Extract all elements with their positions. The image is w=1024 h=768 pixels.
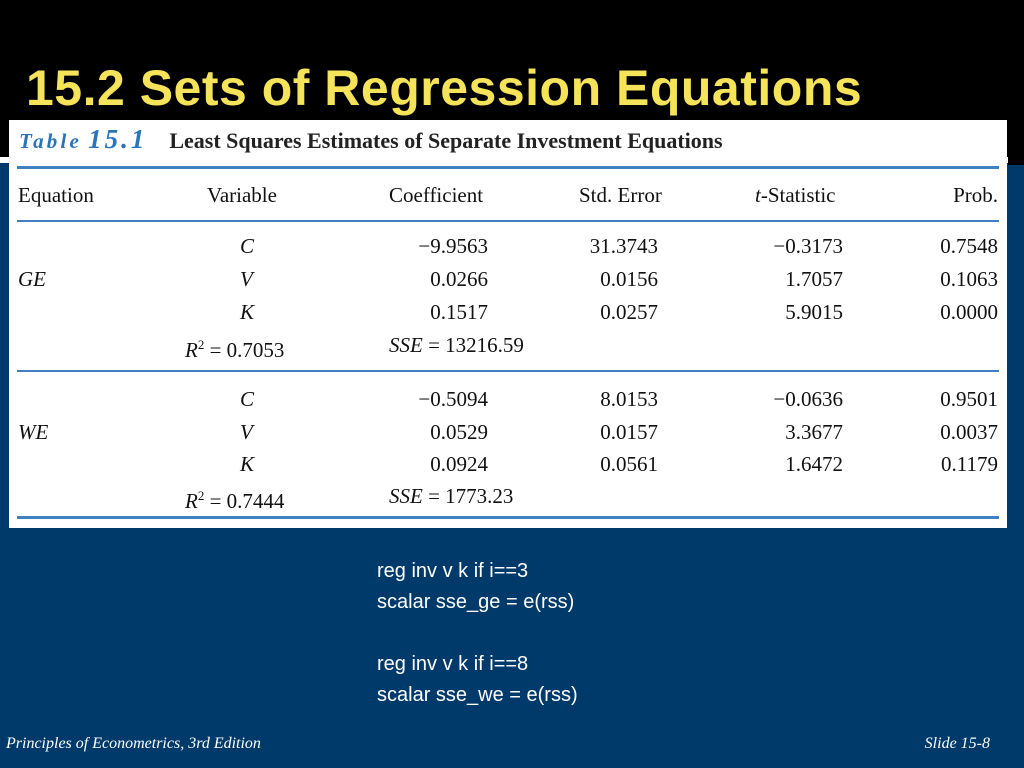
std-error-cell: 0.0257: [600, 300, 658, 324]
std-error-cell: 0.0157: [600, 420, 658, 444]
code-line: reg inv v k if i==3: [377, 560, 529, 582]
sse-value: = 1773.23: [422, 484, 514, 508]
coefficient-cell: −0.5094: [418, 387, 488, 411]
table-caption-label: Table: [19, 129, 83, 153]
prob-cell: 0.1063: [940, 267, 998, 291]
r-symbol: R: [185, 338, 198, 362]
r-symbol: R: [185, 489, 198, 513]
footer-book-title: Principles of Econometrics, 3rd Edition: [6, 735, 261, 752]
prob-cell: 0.9501: [940, 387, 998, 411]
prob-cell: 0.0000: [940, 300, 998, 324]
equation-label-ge: GE: [18, 267, 46, 291]
table-rule-header: [17, 220, 999, 222]
coefficient-cell: −9.9563: [418, 234, 488, 258]
table-caption-number: 15.1: [88, 124, 148, 154]
coefficient-cell: 0.0924: [430, 452, 488, 476]
equation-label-we: WE: [18, 420, 49, 444]
sse-value: = 13216.59: [422, 333, 524, 357]
stata-code-block: reg inv v k if i==3 scalar sse_ge = e(rs…: [377, 556, 578, 711]
sse-symbol: SSE: [389, 484, 423, 508]
t-statistic-cell: 1.6472: [785, 452, 843, 476]
variable-cell: C: [240, 387, 255, 411]
t-statistic-cell: −0.3173: [773, 234, 843, 258]
code-line-blank: [377, 618, 578, 649]
r-squared-value: = 0.7444: [204, 489, 285, 513]
prob-cell: 0.0037: [940, 420, 998, 444]
r-squared-we: R2 = 0.7444: [185, 483, 284, 514]
t-statistic-cell: 5.9015: [785, 300, 843, 324]
header-coefficient: Coefficient: [389, 183, 484, 207]
header-equation: Equation: [18, 183, 94, 207]
coefficient-cell: 0.1517: [430, 300, 488, 324]
variable-cell: K: [240, 300, 255, 324]
header-prob: Prob.: [953, 183, 998, 207]
coefficient-cell: 0.0529: [430, 420, 488, 444]
variable-cell: V: [240, 420, 253, 444]
header-variable: Variable: [207, 183, 277, 207]
table-caption-title: Least Squares Estimates of Separate Inve…: [169, 128, 723, 153]
t-statistic-cell: −0.0636: [773, 387, 843, 411]
sse-ge: SSE = 13216.59: [389, 332, 524, 358]
header-std-error: Std. Error: [579, 183, 662, 207]
prob-cell: 0.1179: [941, 452, 998, 476]
r-squared-value: = 0.7053: [204, 338, 285, 362]
header-t-statistic: t-Statistic: [755, 182, 836, 208]
code-line: scalar sse_we = e(rss): [377, 684, 578, 706]
r-squared-ge: R2 = 0.7053: [185, 332, 284, 363]
title-rule-break: [1008, 155, 1024, 165]
variable-cell: K: [240, 452, 255, 476]
r-squared-exponent: 2: [197, 337, 205, 352]
sse-we: SSE = 1773.23: [389, 483, 513, 509]
code-line: scalar sse_ge = e(rss): [377, 591, 575, 613]
std-error-cell: 0.0156: [600, 267, 658, 291]
variable-cell: V: [240, 267, 253, 291]
table-rule-bottom: [17, 516, 999, 519]
variable-cell: C: [240, 234, 255, 258]
std-error-cell: 31.3743: [589, 234, 658, 258]
prob-cell: 0.7548: [940, 234, 998, 258]
std-error-cell: 0.0561: [600, 452, 658, 476]
slide-title: 15.2 Sets of Regression Equations: [26, 60, 863, 116]
code-line: reg inv v k if i==8: [377, 653, 529, 675]
regression-table: Table 15.1 Least Squares Estimates of Sepa…: [9, 120, 1007, 528]
sse-symbol: SSE: [389, 333, 423, 357]
std-error-cell: 8.0153: [600, 387, 658, 411]
coefficient-cell: 0.0266: [430, 267, 488, 291]
footer-slide-number: Slide 15-8: [924, 735, 990, 752]
t-statistic-cell: 3.3677: [785, 420, 843, 444]
table-caption: Table 15.1 Least Squares Estimates of Sepa…: [19, 124, 723, 155]
table-rule-middle: [17, 370, 999, 372]
table-rule-top: [17, 166, 999, 169]
header-t-rest: -Statistic: [760, 183, 836, 207]
t-statistic-cell: 1.7057: [785, 267, 843, 291]
header-t-italic: t: [755, 183, 761, 207]
r-squared-exponent: 2: [197, 488, 205, 503]
